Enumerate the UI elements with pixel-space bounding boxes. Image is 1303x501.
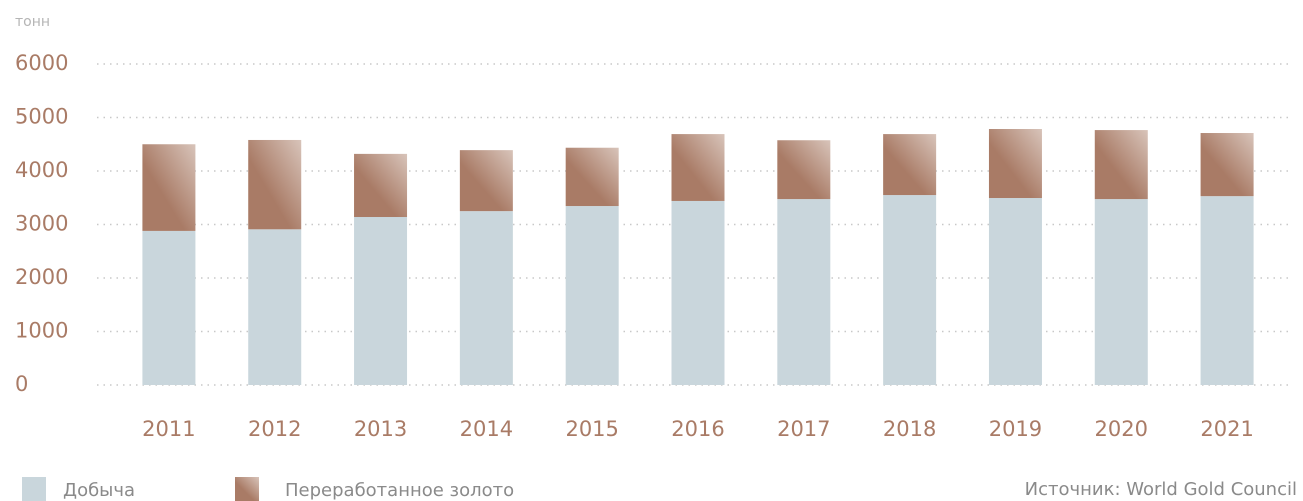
legend-swatch (22, 477, 46, 501)
y-tick-label: 6000 (15, 51, 68, 75)
bar-segment (988, 198, 1042, 385)
bar-segment (1200, 133, 1254, 197)
x-tick-label: 2017 (777, 417, 830, 441)
legend-label: Добыча (63, 480, 135, 501)
x-tick-label: 2014 (460, 417, 513, 441)
bar-segment (777, 199, 831, 385)
bar-segment (1094, 199, 1148, 385)
x-tick-label: 2011 (142, 417, 195, 441)
bar-segment (883, 134, 937, 196)
x-tick-label: 2020 (1095, 417, 1148, 441)
bar-segment (1200, 196, 1254, 385)
x-tick-label: 2016 (671, 417, 724, 441)
source: Источник: World Gold Council (1025, 479, 1297, 500)
y-tick-label: 4000 (15, 158, 68, 182)
bar-segment (354, 217, 408, 385)
bar-segment (142, 144, 196, 231)
y-tick-label: 3000 (15, 212, 68, 236)
bar-segment (459, 211, 513, 385)
bar-segment (142, 230, 196, 385)
x-tick-label: 2012 (248, 417, 301, 441)
y-tick-label: 5000 (15, 105, 68, 129)
bar-segment (671, 134, 725, 201)
x-tick-label: 2021 (1200, 417, 1253, 441)
x-tick-label: 2019 (989, 417, 1042, 441)
bar-segment (248, 139, 302, 230)
bar-segment (459, 150, 513, 212)
bar-segment (883, 195, 937, 385)
x-tick-label: 2015 (565, 417, 618, 441)
bar-segment (565, 206, 619, 385)
y-tick-label: 0 (15, 372, 28, 396)
y-axis-unit: тонн (15, 14, 50, 30)
bar-segment (988, 129, 1042, 199)
x-tick-label: 2018 (883, 417, 936, 441)
bar-segment (777, 140, 831, 200)
y-tick-label: 1000 (15, 319, 68, 343)
y-tick-label: 2000 (15, 265, 68, 289)
legend-swatch (235, 477, 259, 501)
legend-label: Переработанное золото (285, 480, 514, 501)
bar-segment (565, 147, 619, 207)
bar-segment (1094, 130, 1148, 200)
bar-segment (248, 229, 302, 385)
bar-segment (354, 153, 408, 218)
bar-segment (671, 200, 725, 385)
x-tick-label: 2013 (354, 417, 407, 441)
